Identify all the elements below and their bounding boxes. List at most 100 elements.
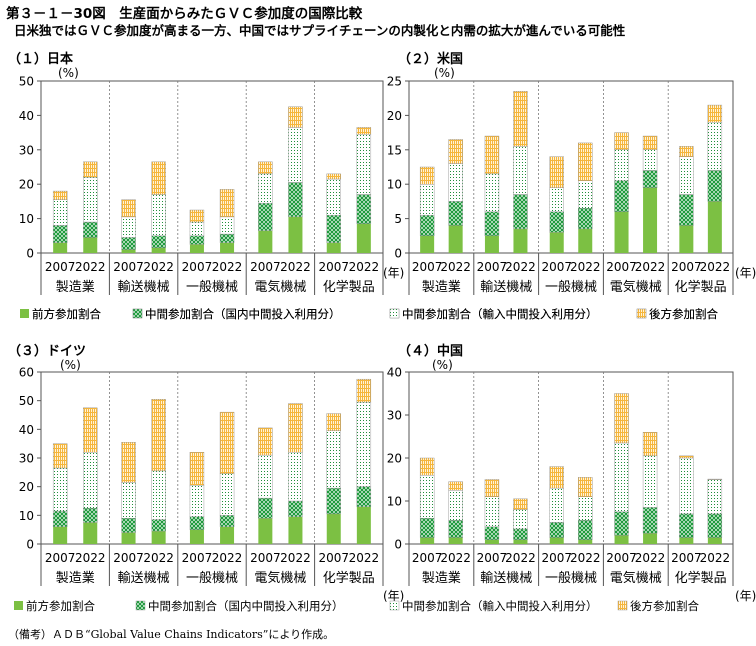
bar-segment [549, 466, 564, 489]
bar-segment [151, 194, 166, 237]
y-tick-label: 0 [394, 247, 402, 261]
plot-frame [408, 80, 734, 254]
year-tick-label: 2022 [570, 551, 601, 565]
y-tick-label: 20 [19, 178, 34, 192]
year-tick-label: 2007 [541, 551, 572, 565]
bar-segment [642, 455, 658, 508]
year-tick-label: 2022 [75, 260, 106, 274]
bar-segment [356, 134, 372, 195]
bar-segment [356, 486, 372, 507]
bar-segment [614, 393, 629, 444]
bar-segment [151, 161, 166, 195]
bar-segment [549, 487, 564, 523]
bar-segment [513, 194, 528, 230]
bar-segment [419, 166, 435, 185]
year-tick-label: 2022 [280, 551, 311, 565]
bar-segment [326, 178, 341, 216]
bar-segment [513, 528, 528, 540]
x-axis-unit: (年) [735, 589, 756, 603]
bar-segment [219, 216, 235, 235]
bar-segment [53, 526, 68, 544]
figure-subtitle: 日米独ではＧＶＣ参加度が高まる一方、中国ではサプライチェーンの内製化と内需の拡大… [14, 23, 626, 38]
bar-segment [513, 539, 528, 544]
bar-segment [679, 513, 694, 538]
legend-label: 前方参加割合 [32, 307, 101, 321]
year-tick-label: 2007 [477, 260, 508, 274]
year-tick-label: 2022 [570, 260, 601, 274]
group-label: 輸送機械 [118, 571, 170, 586]
year-tick-label: 2007 [606, 260, 637, 274]
legend-label: 中間参加割合（輸入中間投入利用分） [402, 307, 598, 321]
group-label: 化学製品 [675, 279, 727, 295]
group-label: 一般機械 [545, 570, 597, 586]
bar-segment [52, 443, 68, 469]
bar-segment [258, 230, 273, 253]
bar-segment [288, 106, 303, 128]
year-tick-label: 2022 [700, 260, 731, 274]
group-label: 電気機械 [610, 279, 662, 295]
plot-frame [40, 80, 384, 254]
bar-segment [121, 532, 136, 544]
bar-segment [679, 194, 694, 226]
bar-segment [549, 156, 564, 188]
bar-segment [707, 201, 722, 253]
bar-segment [642, 135, 658, 150]
bar-segment [614, 149, 629, 181]
y-tick-label: 0 [26, 247, 34, 261]
bar-segment [258, 497, 273, 519]
bar-segment [219, 233, 235, 243]
y-axis-label: (%) [432, 358, 453, 372]
bar-segment [513, 228, 528, 253]
bar-segment [326, 487, 341, 515]
bar-segment [578, 142, 593, 181]
y-tick-label: 10 [19, 212, 34, 226]
year-tick-label: 2007 [182, 551, 213, 565]
year-tick-label: 2022 [505, 551, 536, 565]
legend-swatch [20, 309, 29, 318]
bar-segment [121, 249, 136, 253]
bar-segment [679, 225, 694, 253]
bar-segment [326, 242, 341, 253]
year-tick-label: 2022 [143, 551, 174, 565]
group-label: 輸送機械 [118, 280, 170, 295]
legend-label: 後方参加割合 [649, 307, 718, 321]
group-label: 電気機械 [610, 570, 662, 586]
legend-label: 中間参加割合（国内中間投入利用分） [145, 307, 341, 321]
year-tick-label: 2022 [349, 551, 380, 565]
year-tick-label: 2007 [45, 551, 76, 565]
bar-segment [448, 139, 463, 164]
bar-segment [549, 232, 564, 253]
year-tick-label: 2022 [349, 260, 380, 274]
bar-segment [614, 211, 629, 253]
bar-segment [419, 475, 435, 519]
year-tick-label: 2007 [412, 551, 443, 565]
bar-segment [52, 510, 68, 527]
chart-4: （４）中国(%) 0 10 20 30 40 製造業 輸送機械 一般機械 電気機械 化学製品 2007… [387, 343, 756, 603]
year-tick-label: 2007 [671, 260, 702, 274]
bar-segment [707, 104, 723, 123]
bar-segment [642, 170, 658, 188]
group-label: 輸送機械 [480, 280, 532, 295]
year-tick-label: 2007 [318, 260, 349, 274]
bar-segment [578, 496, 593, 521]
y-tick-label: 20 [19, 480, 34, 494]
bar-segment [679, 537, 694, 544]
bar-segment [326, 430, 341, 489]
bar-segment [578, 477, 593, 497]
legend-swatch [617, 600, 628, 611]
bar-segment [578, 228, 593, 253]
bar-segment [52, 199, 68, 226]
bar-segment [189, 221, 205, 236]
bar-segment [578, 539, 593, 544]
chart-title: （３）ドイツ [8, 343, 86, 359]
bar-segment [53, 242, 68, 253]
bar-segment [419, 518, 435, 538]
group-label: 製造業 [422, 279, 461, 295]
year-tick-label: 2007 [477, 551, 508, 565]
year-tick-label: 2022 [440, 551, 471, 565]
bar-segment [513, 509, 528, 530]
bar-segment [614, 535, 629, 544]
bar-segment [420, 235, 435, 253]
legend-swatch [132, 308, 143, 319]
year-tick-label: 2022 [505, 260, 536, 274]
